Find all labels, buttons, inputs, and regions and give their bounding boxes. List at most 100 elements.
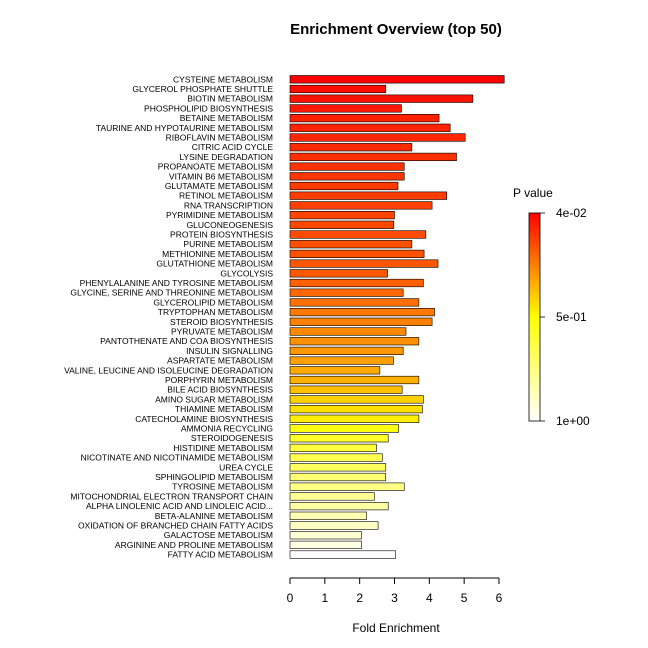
bar (289, 492, 375, 501)
bar (289, 453, 383, 462)
category-label: STEROIDOGENESIS (191, 433, 274, 443)
bar (289, 249, 425, 259)
bar (289, 385, 403, 394)
category-label: AMINO SUGAR METABOLISM (155, 394, 273, 404)
category-label: GLUTATHIONE METABOLISM (156, 259, 273, 269)
legend-title: P value (513, 186, 553, 200)
bar (289, 521, 379, 530)
legend-tick-label: 4e-02 (556, 206, 587, 220)
bar (289, 375, 420, 385)
bar (289, 240, 413, 249)
bar (289, 298, 420, 307)
category-label: BETAINE METABOLISM (180, 113, 273, 123)
bar (289, 540, 362, 549)
category-label: INSULIN SIGNALLING (186, 346, 273, 356)
bar (289, 414, 420, 423)
bar (289, 162, 405, 171)
bar (289, 84, 387, 94)
category-label: THIAMINE METABOLISM (175, 404, 273, 414)
category-label: UREA CYCLE (219, 462, 273, 472)
bar (289, 327, 407, 336)
x-tick-label: 5 (461, 591, 468, 605)
x-tick-label: 6 (496, 591, 503, 605)
bar (289, 550, 396, 559)
bar (289, 366, 381, 375)
legend-colorbar (528, 212, 541, 422)
category-label: CYSTEINE METABOLISM (173, 74, 273, 84)
bar (289, 443, 377, 453)
category-label: RIBOFLAVIN METABOLISM (166, 133, 273, 143)
x-tick-label: 3 (391, 591, 398, 605)
bar (289, 152, 457, 162)
bar (289, 356, 394, 365)
x-tick-label: 1 (321, 591, 328, 605)
category-label: GLYCEROLIPID METABOLISM (153, 297, 273, 307)
category-label: MITOCHONDRIAL ELECTRON TRANSPORT CHAIN (70, 491, 273, 501)
x-tick-label: 4 (426, 591, 433, 605)
category-label: GLYCOLYSIS (220, 268, 273, 278)
bar (289, 114, 440, 123)
bar (289, 404, 423, 414)
bar (289, 220, 395, 229)
category-label: FATTY ACID METABOLISM (168, 550, 273, 560)
category-label: GLYCINE, SERINE AND THREONINE METABOLISM (70, 288, 273, 298)
category-label: BILE ACID BIOSYNTHESIS (167, 385, 273, 395)
category-label: STEROID BIOSYNTHESIS (170, 317, 273, 327)
category-label: PROTEIN BIOSYNTHESIS (170, 230, 273, 240)
category-label: BETA-ALANINE METABOLISM (155, 511, 273, 521)
bar (289, 278, 424, 288)
x-axis: 0 1 2 3 4 5 6 (287, 577, 503, 605)
category-label: PHENYLALANINE AND TYROSINE METABOLISM (80, 278, 273, 288)
bar (289, 104, 402, 113)
x-tick-label: 0 (287, 591, 294, 605)
category-label: PYRUVATE METABOLISM (171, 327, 273, 337)
bar (289, 346, 404, 356)
bar (289, 191, 448, 200)
bar (289, 143, 413, 152)
x-tick-label: 2 (356, 591, 363, 605)
category-label: PHOSPHOLIPID BIOSYNTHESIS (144, 103, 273, 113)
bar (289, 259, 439, 268)
bar (289, 230, 427, 239)
category-label: PROPANOATE METABOLISM (158, 162, 273, 172)
bar (289, 424, 399, 433)
bar (289, 531, 362, 540)
bar (289, 317, 433, 326)
category-label: CITRIC ACID CYCLE (192, 142, 274, 152)
category-label: ASPARTATE METABOLISM (167, 356, 273, 366)
bar (289, 482, 405, 491)
bar (289, 395, 424, 404)
category-label: TRYPTOPHAN METABOLISM (158, 307, 273, 317)
legend-tick-label: 5e-01 (556, 310, 587, 324)
bar (289, 288, 404, 297)
category-label: GLYCEROL PHOSPHATE SHUTTLE (132, 84, 273, 94)
bar (289, 172, 405, 181)
category-label: LYSINE DEGRADATION (179, 152, 273, 162)
category-label: GALACTOSE METABOLISM (164, 530, 273, 540)
bar (289, 511, 367, 520)
x-axis-label: Fold Enrichment (352, 621, 440, 635)
category-label: GLUTAMATE METABOLISM (165, 181, 273, 191)
category-label: CATECHOLAMINE BIOSYNTHESIS (135, 414, 273, 424)
bar (289, 94, 474, 103)
category-label: RETINOL METABOLISM (179, 191, 273, 201)
bar (289, 463, 387, 472)
legend: P value 4e-02 5e-01 1e+00 (513, 186, 590, 428)
bar (289, 307, 435, 317)
category-label: GLUCONEOGENESIS (187, 220, 274, 230)
category-label: PURINE METABOLISM (183, 239, 273, 249)
category-label: HISTIDINE METABOLISM (174, 443, 274, 453)
category-label: SPHINGOLIPID METABOLISM (155, 472, 273, 482)
bar (289, 501, 389, 511)
category-label: OXIDATION OF BRANCHED CHAIN FATTY ACIDS (78, 521, 273, 531)
bar (289, 181, 399, 191)
category-label: VALINE, LEUCINE AND ISOLEUCINE DEGRADATI… (64, 365, 273, 375)
bar (289, 133, 466, 142)
legend-ticks: 4e-02 5e-01 1e+00 (540, 206, 590, 428)
category-label: PORPHYRIN METABOLISM (165, 375, 273, 385)
bar (289, 269, 388, 278)
category-label: VITAMIN B6 METABOLISM (169, 171, 273, 181)
bar (289, 472, 387, 482)
